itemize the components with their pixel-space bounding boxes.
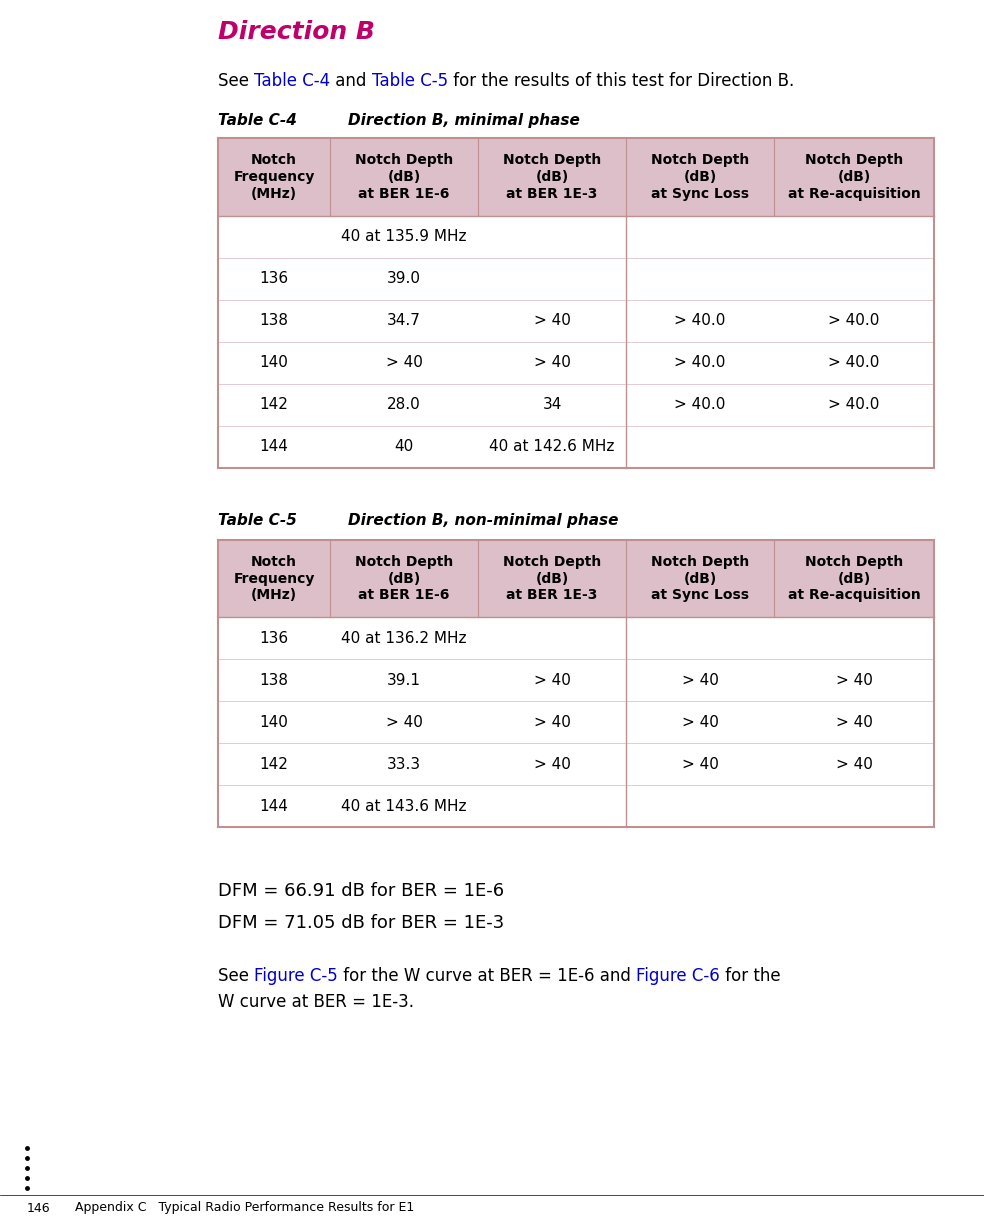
Text: DFM = 71.05 dB for BER = 1E-3: DFM = 71.05 dB for BER = 1E-3 <box>218 915 504 933</box>
Text: 28.0: 28.0 <box>387 397 421 413</box>
Text: > 40: > 40 <box>682 716 718 730</box>
Bar <box>218 383 934 426</box>
Text: 136: 136 <box>260 271 288 286</box>
Text: Notch Depth
(dB)
at Sync Loss: Notch Depth (dB) at Sync Loss <box>650 153 749 200</box>
Text: > 40: > 40 <box>682 757 718 772</box>
Text: > 40: > 40 <box>682 673 718 687</box>
Text: > 40: > 40 <box>533 673 571 687</box>
Text: > 40: > 40 <box>386 355 422 370</box>
Text: Figure C-5: Figure C-5 <box>254 967 338 985</box>
Text: > 40.0: > 40.0 <box>829 355 880 370</box>
Bar <box>218 744 934 785</box>
Bar <box>218 785 934 828</box>
Text: > 40: > 40 <box>533 757 571 772</box>
Text: 146: 146 <box>27 1201 50 1215</box>
Text: 138: 138 <box>260 673 288 687</box>
Text: > 40: > 40 <box>533 355 571 370</box>
Text: Notch Depth
(dB)
at BER 1E-3: Notch Depth (dB) at BER 1E-3 <box>503 153 601 200</box>
Text: 33.3: 33.3 <box>387 757 421 772</box>
Text: 136: 136 <box>260 631 288 646</box>
Text: > 40.0: > 40.0 <box>674 397 725 413</box>
Text: Appendix C   Typical Radio Performance Results for E1: Appendix C Typical Radio Performance Res… <box>75 1201 414 1215</box>
Text: > 40: > 40 <box>835 716 873 730</box>
Text: Notch
Frequency
(MHz): Notch Frequency (MHz) <box>233 554 315 602</box>
Text: 138: 138 <box>260 314 288 328</box>
Text: 40 at 135.9 MHz: 40 at 135.9 MHz <box>341 230 466 244</box>
Text: Notch Depth
(dB)
at Re-acquisition: Notch Depth (dB) at Re-acquisition <box>787 554 920 602</box>
Bar <box>218 342 934 383</box>
Text: > 40: > 40 <box>835 757 873 772</box>
Text: for the: for the <box>720 967 780 985</box>
Text: > 40: > 40 <box>533 716 571 730</box>
Text: 144: 144 <box>260 799 288 814</box>
Text: 40 at 143.6 MHz: 40 at 143.6 MHz <box>341 799 466 814</box>
Bar <box>218 138 934 216</box>
Text: Notch Depth
(dB)
at BER 1E-6: Notch Depth (dB) at BER 1E-6 <box>355 554 453 602</box>
Text: See: See <box>218 967 254 985</box>
Text: Table C-5: Table C-5 <box>372 72 448 90</box>
Text: Notch Depth
(dB)
at BER 1E-6: Notch Depth (dB) at BER 1E-6 <box>355 153 453 200</box>
Text: 39.0: 39.0 <box>387 271 421 286</box>
Text: Notch Depth
(dB)
at BER 1E-3: Notch Depth (dB) at BER 1E-3 <box>503 554 601 602</box>
Text: > 40.0: > 40.0 <box>674 355 725 370</box>
Text: See: See <box>218 72 254 90</box>
Text: 140: 140 <box>260 716 288 730</box>
Text: Table C-4: Table C-4 <box>218 114 297 128</box>
Text: 140: 140 <box>260 355 288 370</box>
Bar <box>218 659 934 701</box>
Text: 39.1: 39.1 <box>387 673 421 687</box>
Text: Notch Depth
(dB)
at Sync Loss: Notch Depth (dB) at Sync Loss <box>650 554 749 602</box>
Bar <box>218 216 934 258</box>
Text: > 40.0: > 40.0 <box>829 314 880 328</box>
Text: Table C-5: Table C-5 <box>218 513 297 527</box>
Bar <box>218 701 934 744</box>
Bar <box>218 258 934 299</box>
Text: and: and <box>331 72 372 90</box>
Text: Direction B, minimal phase: Direction B, minimal phase <box>348 114 580 128</box>
Text: for the W curve at BER = 1E-6 and: for the W curve at BER = 1E-6 and <box>338 967 636 985</box>
Text: 142: 142 <box>260 757 288 772</box>
Text: > 40.0: > 40.0 <box>829 397 880 413</box>
Text: 144: 144 <box>260 440 288 454</box>
Text: DFM = 66.91 dB for BER = 1E-6: DFM = 66.91 dB for BER = 1E-6 <box>218 883 504 900</box>
Text: 40 at 136.2 MHz: 40 at 136.2 MHz <box>341 631 466 646</box>
Text: 34.7: 34.7 <box>387 314 421 328</box>
Text: > 40: > 40 <box>533 314 571 328</box>
Text: > 40.0: > 40.0 <box>674 314 725 328</box>
Text: 34: 34 <box>542 397 562 413</box>
Text: for the results of this test for Direction B.: for the results of this test for Directi… <box>448 72 794 90</box>
Text: > 40: > 40 <box>835 673 873 687</box>
Text: > 40: > 40 <box>386 716 422 730</box>
Text: W curve at BER = 1E-3.: W curve at BER = 1E-3. <box>218 994 414 1011</box>
Bar <box>218 540 934 618</box>
Bar <box>218 426 934 468</box>
Text: Table C-4: Table C-4 <box>254 72 331 90</box>
Bar <box>218 618 934 659</box>
Text: Notch Depth
(dB)
at Re-acquisition: Notch Depth (dB) at Re-acquisition <box>787 153 920 200</box>
Text: 40 at 142.6 MHz: 40 at 142.6 MHz <box>489 440 615 454</box>
Text: Notch
Frequency
(MHz): Notch Frequency (MHz) <box>233 153 315 200</box>
Text: Figure C-6: Figure C-6 <box>636 967 720 985</box>
Text: 142: 142 <box>260 397 288 413</box>
Text: Direction B, non-minimal phase: Direction B, non-minimal phase <box>348 513 619 527</box>
Bar <box>218 299 934 342</box>
Text: Direction B: Direction B <box>218 20 375 44</box>
Text: 40: 40 <box>395 440 413 454</box>
